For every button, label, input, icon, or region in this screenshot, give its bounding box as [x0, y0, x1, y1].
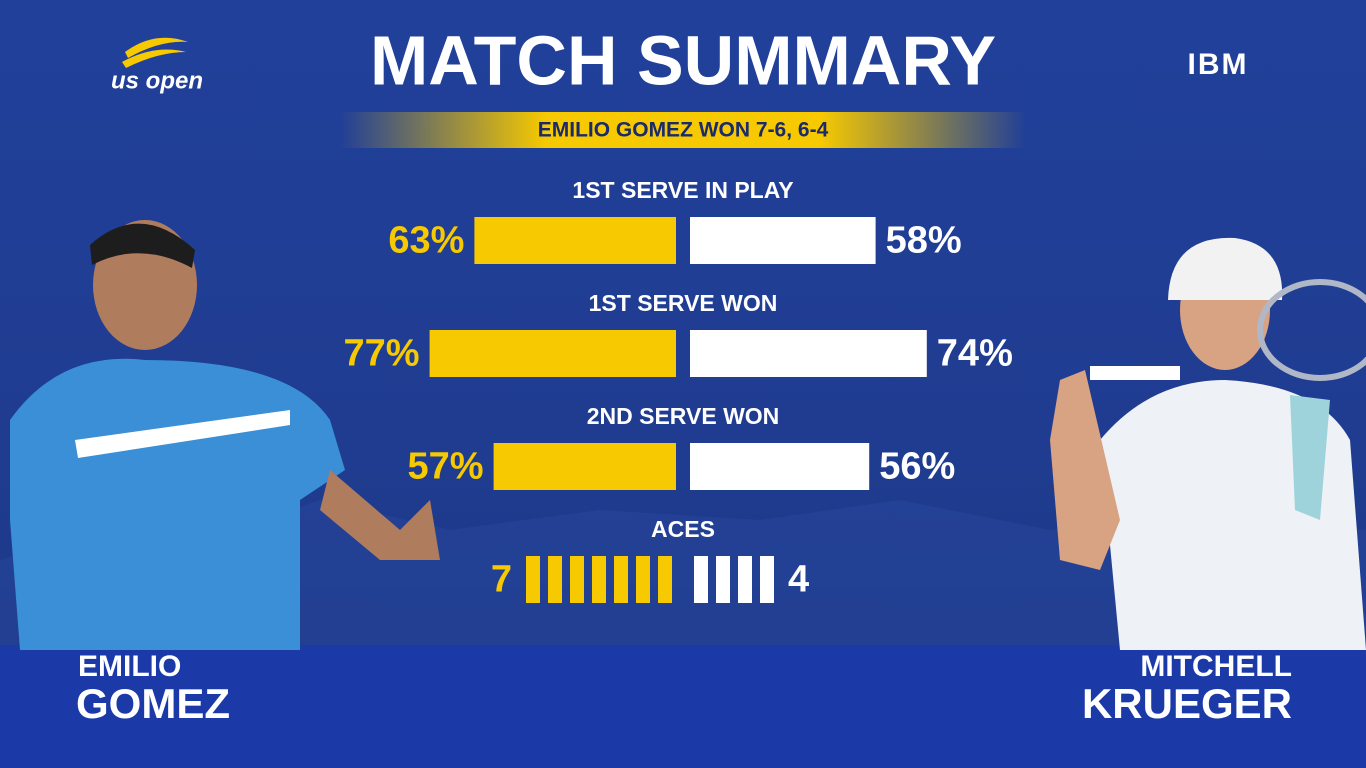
- stat-bar: [690, 217, 876, 264]
- stat-label: 1ST SERVE IN PLAY: [572, 177, 793, 203]
- logo-mark: [125, 37, 188, 58]
- ace-tick: [570, 556, 584, 603]
- player-left-image: [10, 220, 440, 650]
- stat-value: 57%: [408, 446, 484, 488]
- stat-value: 77%: [344, 333, 420, 375]
- ace-tick: [614, 556, 628, 603]
- ace-tick: [716, 556, 730, 603]
- stat-bar: [493, 443, 676, 490]
- player-last-name: GOMEZ: [76, 680, 230, 727]
- stat-value: 4: [788, 559, 809, 601]
- name-band: [0, 645, 1366, 768]
- stat-bar: [429, 330, 676, 377]
- stat-label: ACES: [651, 516, 715, 542]
- stat-value: 58%: [886, 220, 962, 262]
- title: MATCH SUMMARY: [370, 21, 996, 99]
- ace-tick: [658, 556, 672, 603]
- ace-tick: [760, 556, 774, 603]
- ace-tick: [548, 556, 562, 603]
- stat-value: 56%: [879, 446, 955, 488]
- stat-bar: [690, 330, 927, 377]
- ace-tick: [592, 556, 606, 603]
- result: EMILIO GOMEZ WON 7-6, 6-4: [538, 119, 829, 142]
- sponsor-logo: IBM: [1188, 48, 1249, 81]
- logo-text: us open: [111, 67, 203, 94]
- logo-mark: [122, 49, 186, 68]
- stat-value: 7: [491, 559, 512, 601]
- stat-bar: [474, 217, 676, 264]
- player-right-image: [1050, 237, 1366, 650]
- stat-value: 74%: [937, 333, 1013, 375]
- result-band: [340, 112, 1026, 148]
- ace-tick: [526, 556, 540, 603]
- skyline: [0, 500, 1366, 650]
- ace-count: [526, 556, 672, 603]
- player-first-name: MITCHELL: [1140, 650, 1292, 683]
- player-first-name: EMILIO: [78, 650, 181, 683]
- ace-tick: [636, 556, 650, 603]
- ace-count: [694, 556, 774, 603]
- stat-label: 2ND SERVE WON: [587, 403, 780, 429]
- stat-label: 1ST SERVE WON: [589, 290, 778, 316]
- stat-value: 63%: [388, 220, 464, 262]
- ace-tick: [694, 556, 708, 603]
- ace-tick: [738, 556, 752, 603]
- stat-bar: [690, 443, 870, 490]
- player-last-name: KRUEGER: [1082, 680, 1292, 727]
